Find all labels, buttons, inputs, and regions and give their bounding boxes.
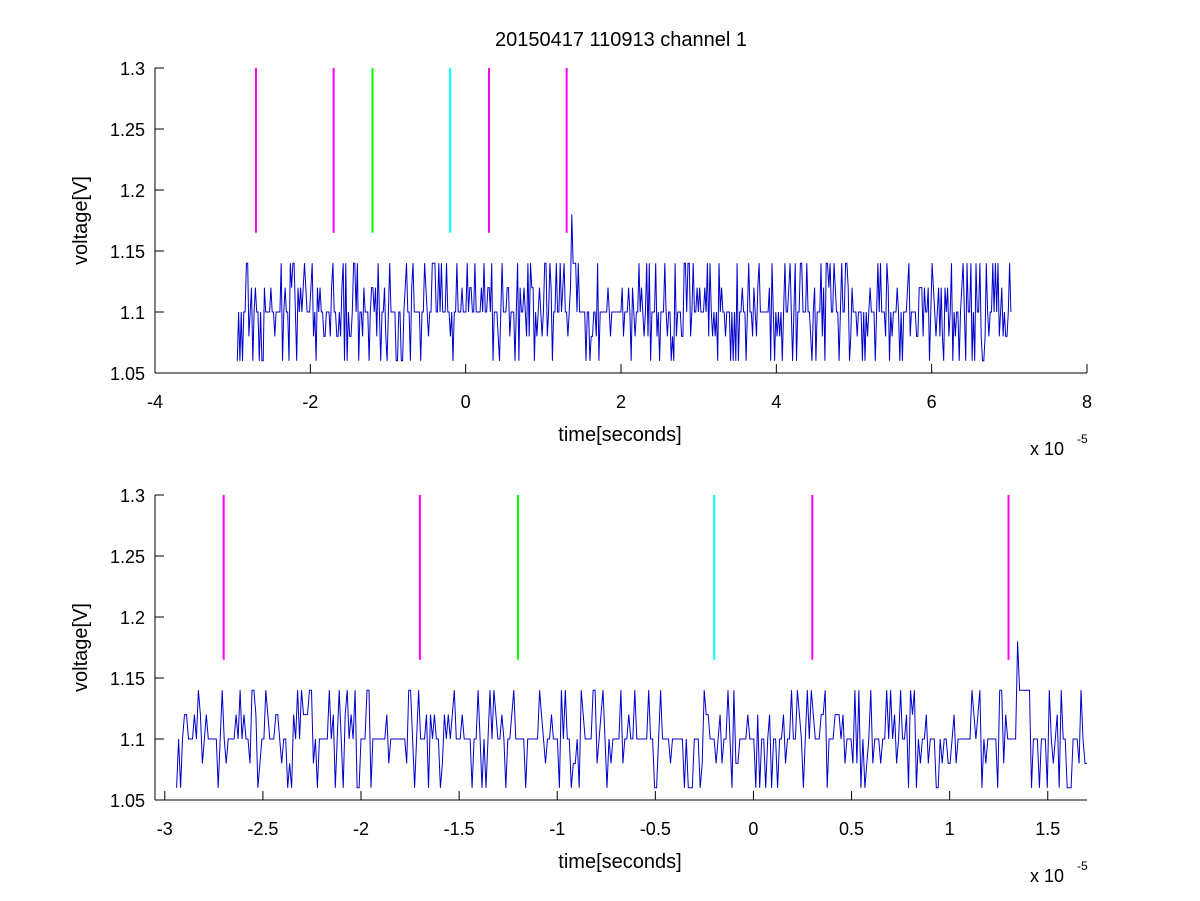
y-tick-label: 1.15 [110,669,145,689]
y-tick-label: 1.1 [120,303,145,323]
x-tick-label: -4 [147,392,163,412]
x-axis-label: time[seconds] [558,424,681,446]
y-tick-label: 1.3 [120,486,145,506]
x-tick-label: -3 [157,819,173,839]
chart-title: 20150417 110913 channel 1 [495,29,747,51]
x-exponent-label: x 10 [1030,439,1064,459]
bottom-plot-panel: -3 -2.5 -2 -1.5 -1 -0.5 0 0.5 1 1.5 1.05 1.1 1.15 1.2… [70,486,1088,886]
voltage-trace [236,214,1012,362]
x-tick-label: -2 [353,819,369,839]
y-tick-label: 1.25 [110,547,145,567]
x-tick-label: -1 [549,819,565,839]
y-tick-label: 1.2 [120,608,145,628]
y-axis-label: voltage[V] [70,176,92,265]
y-tick-label: 1.15 [110,242,145,262]
x-tick-label: 1 [945,819,955,839]
y-tick-label: 1.05 [110,364,145,384]
voltage-trace [176,641,1087,789]
x-tick-label: 0 [748,819,758,839]
x-tick-label: 6 [927,392,937,412]
x-tick-label: 0 [461,392,471,412]
x-exponent-power: -5 [1077,859,1088,873]
y-tick-label: 1.2 [120,181,145,201]
x-tick-label: 1.5 [1035,819,1060,839]
x-tick-label: -2 [302,392,318,412]
x-tick-label: 0.5 [839,819,864,839]
x-tick-label: 4 [771,392,781,412]
y-tick-label: 1.05 [110,791,145,811]
x-axis-label: time[seconds] [558,851,681,873]
x-tick-label: 8 [1082,392,1092,412]
y-tick-label: 1.25 [110,120,145,140]
y-tick-label: 1.1 [120,730,145,750]
x-exponent-power: -5 [1077,432,1088,446]
x-exponent-label: x 10 [1030,866,1064,886]
x-tick-label: -2.5 [247,819,278,839]
y-tick-label: 1.3 [120,59,145,79]
top-plot-panel: 20150417 110913 channel 1 -4 -2 0 2 4 6 8 1.05 1.… [70,29,1092,459]
x-tick-label: -1.5 [444,819,475,839]
y-axis-label: voltage[V] [70,603,92,692]
x-tick-label: -0.5 [640,819,671,839]
x-tick-label: 2 [616,392,626,412]
